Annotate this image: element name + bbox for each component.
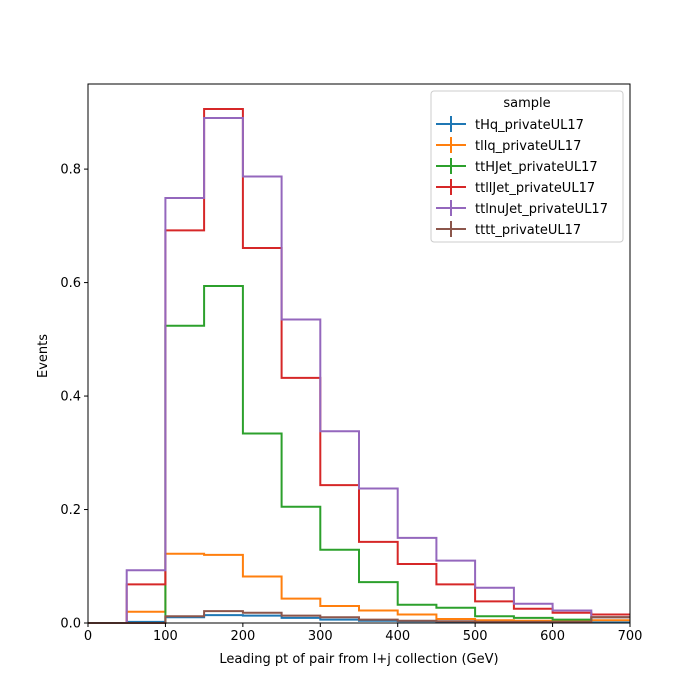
legend-entry: ttllJet_privateUL17 xyxy=(436,179,595,196)
legend-label: ttllJet_privateUL17 xyxy=(475,181,595,196)
series-line-ttllJet_privateUL17 xyxy=(88,108,630,624)
legend-entry: ttHJet_privateUL17 xyxy=(436,158,598,175)
x-tick-label: 100 xyxy=(153,629,178,644)
legend: sample tHq_privateUL17 tllq_privateUL17tt… xyxy=(430,90,624,243)
legend-label: ttlnuJet_privateUL17 xyxy=(475,202,608,217)
series-line-tllq_privateUL17 xyxy=(88,552,630,624)
x-axis-label: Leading pt of pair from l+j collection (… xyxy=(219,652,498,667)
y-axis-label: Events xyxy=(36,334,51,378)
x-tick-label: 600 xyxy=(540,629,565,644)
legend-entry: tHq_privateUL17 xyxy=(436,116,584,133)
plot-area xyxy=(88,108,630,624)
legend-entry: ttlnuJet_privateUL17 xyxy=(436,200,608,217)
y-tick-label: 0.4 xyxy=(60,390,81,405)
x-tick-label: 300 xyxy=(308,629,333,644)
y-tick-label: 0.2 xyxy=(60,503,81,518)
x-tick-label: 400 xyxy=(385,629,410,644)
x-tick-label: 200 xyxy=(230,629,255,644)
legend-label: tHq_privateUL17 xyxy=(475,118,584,133)
y-axis: 0.0 0.2 0.4 0.6 0.8 xyxy=(60,163,88,632)
legend-entry: tllq_privateUL17 xyxy=(436,137,581,154)
legend-label: tttt_privateUL17 xyxy=(475,223,581,238)
legend-frame xyxy=(430,90,624,243)
x-axis: 0 100 200 300 400 500 600 700 xyxy=(84,623,643,644)
x-tick-label: 700 xyxy=(618,629,643,644)
legend-label: ttHJet_privateUL17 xyxy=(475,160,598,175)
y-tick-label: 0.6 xyxy=(60,276,81,291)
series-line-tttt_privateUL17 xyxy=(88,610,630,624)
series-line-ttlnuJet_privateUL17 xyxy=(88,117,630,624)
y-tick-label: 0.0 xyxy=(60,617,81,632)
x-tick-label: 0 xyxy=(84,629,92,644)
legend-entry: tttt_privateUL17 xyxy=(436,221,581,238)
legend-label: tllq_privateUL17 xyxy=(475,139,581,154)
x-tick-label: 500 xyxy=(463,629,488,644)
y-tick-label: 0.8 xyxy=(60,163,81,178)
legend-title: sample xyxy=(503,96,550,111)
axes-frame xyxy=(87,83,631,624)
series-line-ttHJet_privateUL17 xyxy=(88,285,630,624)
